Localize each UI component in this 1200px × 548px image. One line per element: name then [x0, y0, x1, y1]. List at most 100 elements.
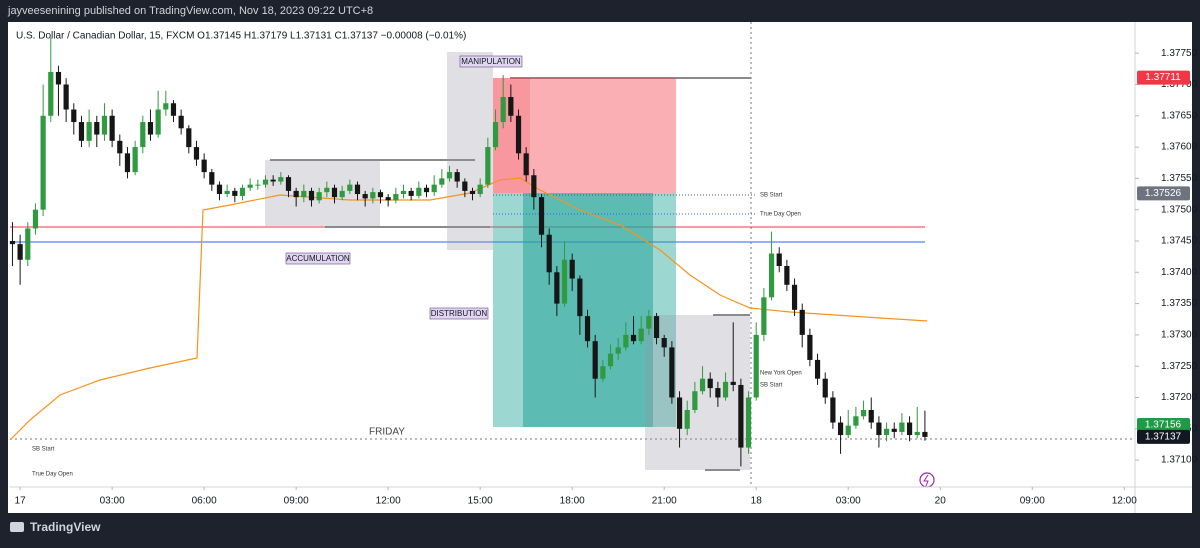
candle-body: [370, 192, 376, 199]
annotation: True Day Open: [32, 472, 73, 478]
y-tick-label: 1.37300: [1161, 330, 1198, 341]
x-tick-label: 09:00: [284, 496, 309, 507]
x-tick-label: 12:00: [1112, 496, 1137, 507]
candle-body: [661, 338, 667, 348]
candle-body: [876, 422, 882, 436]
stop-zone-part: [493, 78, 530, 193]
x-tick-label: 20: [935, 496, 947, 507]
candle-body: [845, 425, 851, 436]
candle-body: [776, 253, 782, 267]
vwap-line: [9, 177, 928, 441]
candle-body: [293, 190, 299, 198]
brand-logo: [10, 522, 24, 532]
candle-body: [837, 422, 844, 436]
x-tick-label: 18: [751, 496, 763, 507]
y-tick-label: 1.37550: [1161, 173, 1198, 184]
candle-body: [178, 115, 184, 129]
candle-body: [607, 353, 614, 367]
candle-body: [883, 428, 890, 436]
candle-body: [247, 184, 253, 188]
candle-body: [439, 178, 445, 185]
y-tick-label: 1.37200: [1161, 392, 1198, 403]
candle-body: [347, 184, 353, 191]
candle-body: [201, 159, 207, 173]
candle-body: [477, 184, 483, 195]
price-tag: [1137, 70, 1190, 85]
candle-body: [239, 187, 246, 196]
candle-body: [117, 140, 123, 154]
x-tick-label: 17: [15, 496, 27, 507]
label-box: [429, 307, 489, 320]
candle-body: [469, 190, 476, 195]
candle-body: [9, 240, 16, 245]
candle-body: [385, 197, 391, 201]
candle-body: [446, 172, 453, 179]
candle-body: [584, 316, 591, 342]
candle-body: [216, 184, 223, 195]
candle-body: [569, 259, 575, 279]
candle-body: [331, 187, 338, 198]
candle-body: [707, 378, 713, 389]
y-tick-label: 1.37400: [1161, 267, 1198, 278]
candle-body: [577, 278, 583, 317]
y-tick-label: 1.37450: [1161, 236, 1198, 247]
candle-body: [193, 147, 200, 160]
price-tag-label: 1.37156: [1145, 420, 1182, 431]
candle-body: [515, 115, 522, 154]
candle-body: [163, 103, 169, 110]
candle-body: [285, 177, 292, 191]
candle-body: [186, 128, 192, 148]
x-tick-label: 03:00: [836, 496, 861, 507]
candle-body: [761, 297, 767, 335]
candle-body: [638, 328, 644, 342]
x-tick-label: 12:00: [376, 496, 401, 507]
price-tag: [1137, 418, 1190, 433]
footer-bar: [0, 513, 1200, 543]
candle-body: [853, 416, 859, 426]
candle-body: [492, 122, 499, 148]
annotation: ACCUMULATION: [286, 254, 350, 263]
candle-body: [899, 422, 905, 432]
candle-body: [278, 177, 284, 182]
candle-body: [531, 175, 537, 198]
stop-zone: [493, 78, 676, 193]
byline: jayveesenining published on TradingView.…: [7, 5, 373, 17]
candle-body: [745, 397, 752, 448]
candle-body: [561, 259, 568, 304]
candle-body: [147, 122, 154, 135]
annotation: SB Start: [760, 193, 783, 199]
y-tick-label: 1.37700: [1161, 79, 1198, 90]
candle-body: [232, 190, 238, 196]
candle-body: [55, 71, 62, 85]
candle-body: [623, 334, 629, 348]
y-tick-label: 1.37750: [1161, 48, 1198, 59]
candle-body: [40, 115, 46, 210]
symbol-info: U.S. Dollar / Canadian Dollar, 15, FXCM …: [16, 31, 466, 42]
candle-body: [715, 388, 721, 398]
candle-body: [25, 228, 31, 260]
candle-body: [500, 96, 506, 123]
candle-body: [830, 397, 836, 423]
label-box: [459, 55, 523, 68]
price-tag: [1137, 186, 1190, 201]
candle-body: [784, 266, 790, 285]
candle-body: [485, 147, 491, 185]
candle-body: [462, 181, 468, 191]
candle-body: [124, 153, 131, 173]
candle-body: [224, 190, 230, 195]
candle-body: [170, 103, 177, 116]
candle-body: [416, 187, 422, 196]
candle-body: [538, 197, 545, 235]
candle-body: [891, 428, 897, 432]
candle-body: [615, 347, 621, 354]
candle-body: [814, 359, 821, 379]
candle-body: [32, 209, 39, 229]
candle-body: [377, 192, 384, 198]
candle-body: [807, 334, 813, 360]
candle-body: [308, 190, 315, 201]
y-tick-label: 1.37350: [1161, 298, 1198, 309]
candle-body: [209, 172, 215, 185]
candle-body: [646, 316, 652, 329]
price-tag: [1137, 429, 1190, 444]
